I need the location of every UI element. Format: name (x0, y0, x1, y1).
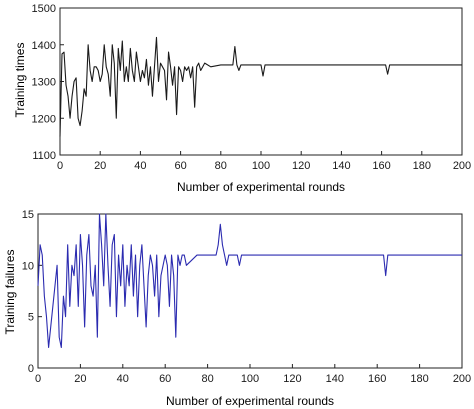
x-tick-label: 40 (134, 160, 146, 172)
x-tick-label: 60 (159, 373, 171, 385)
x-tick-label: 60 (174, 160, 186, 172)
x-tick-label: 20 (94, 160, 106, 172)
x-axis-label-top: Number of experimental rounds (177, 180, 345, 194)
y-tick-label: 10 (22, 260, 34, 272)
chart-training-failures: 0 20 40 60 80 100 120 140 160 180 200 0 5 10 15 Numbe… (3, 209, 471, 408)
plot-area-frame-bottom (37, 213, 463, 369)
y-tick-label: 1500 (32, 3, 56, 15)
x-tick-label: 100 (241, 373, 259, 385)
y-axis-label-top: Training times (13, 43, 27, 118)
y-tick-label: 0 (28, 363, 34, 375)
x-axis-ticks-top: 0 20 40 60 80 100 120 140 160 180 200 (57, 151, 471, 172)
y-axis-ticks-top: 1100 1200 1300 1400 1500 (32, 3, 64, 162)
x-tick-label: 80 (215, 160, 227, 172)
x-tick-label: 140 (326, 373, 344, 385)
x-tick-label: 120 (283, 373, 301, 385)
x-tick-label: 180 (410, 373, 428, 385)
y-tick-label: 5 (28, 312, 34, 324)
y-tick-label: 1200 (32, 113, 56, 125)
y-axis-label-bottom: Training failures (3, 250, 17, 335)
y-axis-ticks-bottom: 0 5 10 15 (22, 209, 42, 375)
x-tick-label: 40 (117, 373, 129, 385)
x-tick-label: 180 (413, 160, 431, 172)
y-tick-label: 1100 (32, 150, 56, 162)
x-tick-label: 200 (453, 160, 471, 172)
x-tick-label: 160 (372, 160, 390, 172)
x-tick-label: 100 (252, 160, 270, 172)
x-tick-label: 0 (35, 373, 41, 385)
plot-area-frame-top (59, 7, 463, 156)
x-tick-label: 140 (332, 160, 350, 172)
x-axis-ticks-bottom: 0 20 40 60 80 100 120 140 160 180 200 (35, 364, 471, 385)
x-tick-label: 200 (453, 373, 471, 385)
x-tick-label: 120 (292, 160, 310, 172)
series-line-training-times (59, 36, 462, 137)
chart-training-times: 0 20 40 60 80 100 120 140 160 180 200 1100 1200 1300… (13, 3, 471, 194)
series-line-training-failures (37, 213, 462, 349)
y-tick-label: 15 (22, 209, 34, 221)
x-tick-label: 20 (74, 373, 86, 385)
x-axis-label-bottom: Number of experimental rounds (166, 394, 334, 408)
x-tick-label: 80 (201, 373, 213, 385)
y-tick-label: 1400 (32, 40, 56, 52)
x-tick-label: 0 (57, 160, 63, 172)
x-tick-label: 160 (368, 373, 386, 385)
y-tick-label: 1300 (32, 77, 56, 89)
